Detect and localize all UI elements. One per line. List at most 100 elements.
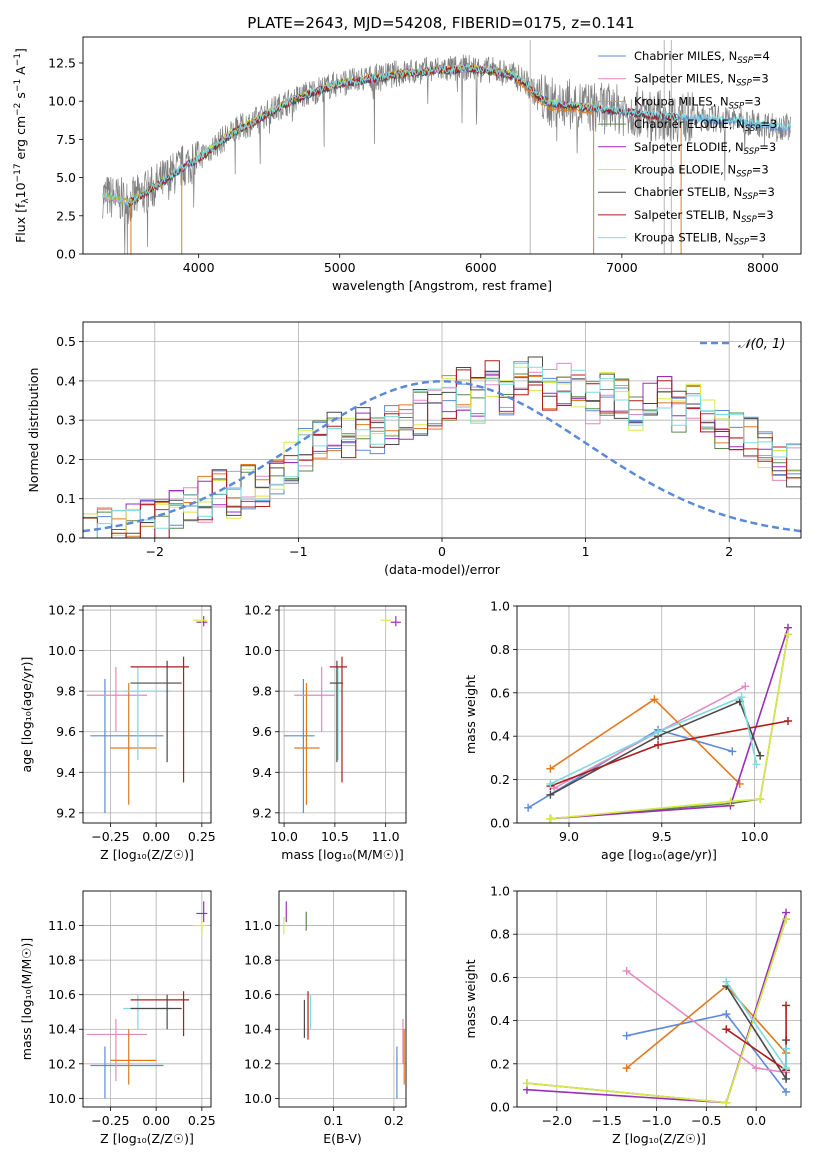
y-tick-label: 0.0 [56, 247, 76, 262]
weight-marker [726, 797, 735, 806]
x-tick-label: −0.25 [91, 1113, 129, 1128]
weight-marker [524, 803, 533, 812]
weight-marker [722, 1098, 731, 1107]
y-tick-label: 9.8 [56, 684, 76, 699]
y-tick-label: 2.5 [56, 208, 76, 223]
y-tick-label: 0.6 [490, 970, 510, 985]
weight-marker [782, 1087, 791, 1096]
chart-panels: 4000 5000 6000 7000 80000.02.55.07.510.012.5… [13, 36, 802, 1146]
weight-marker [522, 1079, 531, 1088]
y-tick-label: 9.4 [56, 765, 76, 780]
y-tick-label: 10.2 [244, 603, 272, 618]
figure-title: PLATE=2643, MJD=54208, FIBERID=0175, z=0… [247, 14, 634, 32]
axes-frame [278, 605, 407, 824]
weight-line [527, 728, 733, 809]
axes-frame [82, 36, 802, 255]
x-tick-label: 0.1 [323, 1113, 343, 1128]
x-axis-label: Z [log₁₀(Z/Z☉)] [100, 1131, 194, 1146]
chart-age-vs-Z: −0.25 0.00 0.25 9.2 9.4 9.6 9.8 10.0 10.2 Z [log₁… [19, 603, 216, 862]
axes-frame [82, 890, 212, 1108]
y-tick-label: 9.8 [252, 684, 272, 699]
y-tick-label: 12.5 [48, 55, 76, 70]
weight-marker [784, 630, 793, 639]
y-tick-label: 0.2 [490, 772, 510, 787]
y-tick-label: 10.4 [48, 1022, 76, 1037]
weight-line [550, 634, 789, 820]
x-tick-label: −2.0 [542, 1113, 572, 1128]
y-tick-label: 9.6 [252, 724, 272, 739]
weight-marker [546, 779, 555, 788]
weight-marker [654, 740, 663, 749]
y-tick-label: 0.6 [490, 685, 510, 700]
y-axis-label: Normed distribution [26, 368, 41, 493]
y-tick-label: 9.6 [56, 724, 76, 739]
plot-area [524, 623, 793, 823]
x-axis-label: E(B-V) [323, 1131, 362, 1146]
axes-frame [516, 890, 802, 1108]
y-tick-label: 10.4 [244, 1022, 272, 1037]
y-tick-label: 1.0 [490, 599, 510, 614]
weight-marker [722, 1025, 731, 1034]
x-tick-label: 0.0 [746, 1113, 766, 1128]
weight-marker [782, 1044, 791, 1053]
x-tick-label: 5000 [324, 260, 356, 275]
y-tick-label: 0.3 [56, 413, 76, 428]
weight-marker [622, 966, 631, 975]
model-spectrum-orange [515, 80, 594, 117]
weight-marker [782, 1064, 791, 1073]
weight-marker [654, 727, 663, 736]
chart-residuals: −2 −1 0 1 2 0.0 0.1 0.2 0.3 0.4 0.5 (data-model)/er… [26, 321, 802, 577]
legend-label: Chabrier STELIB, NSSP=3 [634, 185, 775, 202]
y-axis-label: Flux [fλ10−17 erg cm−2 s−1 A−1] [13, 48, 31, 243]
weight-marker [722, 977, 731, 986]
y-tick-label: 0.1 [56, 491, 76, 506]
x-tick-label: −1 [289, 544, 307, 559]
weight-marker [752, 1064, 761, 1073]
model-spectrum-chabrier-stelib [127, 65, 679, 208]
x-tick-label: 9.0 [559, 829, 579, 844]
y-tick-label: 0.4 [490, 729, 510, 744]
weight-marker [622, 1031, 631, 1040]
weight-marker [546, 764, 555, 773]
y-tick-label: 9.4 [252, 765, 272, 780]
y-axis-label: mass [log₁₀(M/M☉)] [19, 938, 34, 1060]
y-tick-label: 0.0 [490, 1100, 510, 1115]
axes-frame [82, 605, 212, 824]
x-tick-label: 9.5 [652, 829, 672, 844]
chart-age-vs-mass: 10.0 10.5 11.0 9.2 9.4 9.6 9.8 10.0 10.2 mass [lo… [244, 603, 407, 862]
x-tick-label: 6000 [465, 260, 497, 275]
legend-label: Chabrier ELODIE, NSSP=3 [634, 117, 777, 134]
y-tick-label: 10.8 [244, 953, 272, 968]
x-tick-label: −1.5 [592, 1113, 622, 1128]
x-tick-label: −0.5 [691, 1113, 721, 1128]
y-tick-label: 9.2 [252, 805, 272, 820]
plot-area [522, 908, 791, 1107]
y-tick-label: 0.2 [56, 452, 76, 467]
y-tick-label: 10.0 [244, 1091, 272, 1106]
y-tick-label: 10.2 [244, 1056, 272, 1071]
y-tick-label: 10.2 [48, 603, 76, 618]
y-tick-label: 0.0 [490, 816, 510, 831]
weight-marker [728, 747, 737, 756]
normal-curve [83, 380, 801, 533]
x-tick-label: 2 [725, 544, 733, 559]
y-tick-label: 0.4 [56, 373, 76, 388]
weight-marker [741, 682, 750, 691]
plot-area [283, 901, 405, 1099]
weight-line [550, 695, 758, 785]
x-axis-label: wavelength [Angstrom, rest frame] [332, 278, 552, 293]
y-tick-label: 0.2 [490, 1056, 510, 1071]
model-spectrum-salpeter-stelib [127, 64, 679, 206]
legend-label: Salpeter STELIB, NSSP=3 [634, 208, 774, 225]
y-tick-label: 10.6 [48, 987, 76, 1002]
weight-line [550, 627, 789, 820]
axes-frame [278, 890, 407, 1108]
chart-weight-vs-Z: −2.0 −1.5 −1.0 −0.5 0.0 0.0 0.2 0.4 0.6 0.8 1.0 Z [… [463, 884, 802, 1146]
x-tick-label: −2 [146, 544, 164, 559]
x-axis-label: mass [log₁₀(M/M☉)] [281, 847, 403, 862]
legend-label: Kroupa STELIB, NSSP=3 [634, 231, 766, 248]
y-tick-label: 10.0 [48, 643, 76, 658]
y-tick-label: 7.5 [56, 132, 76, 147]
y-tick-label: 0.8 [490, 927, 510, 942]
